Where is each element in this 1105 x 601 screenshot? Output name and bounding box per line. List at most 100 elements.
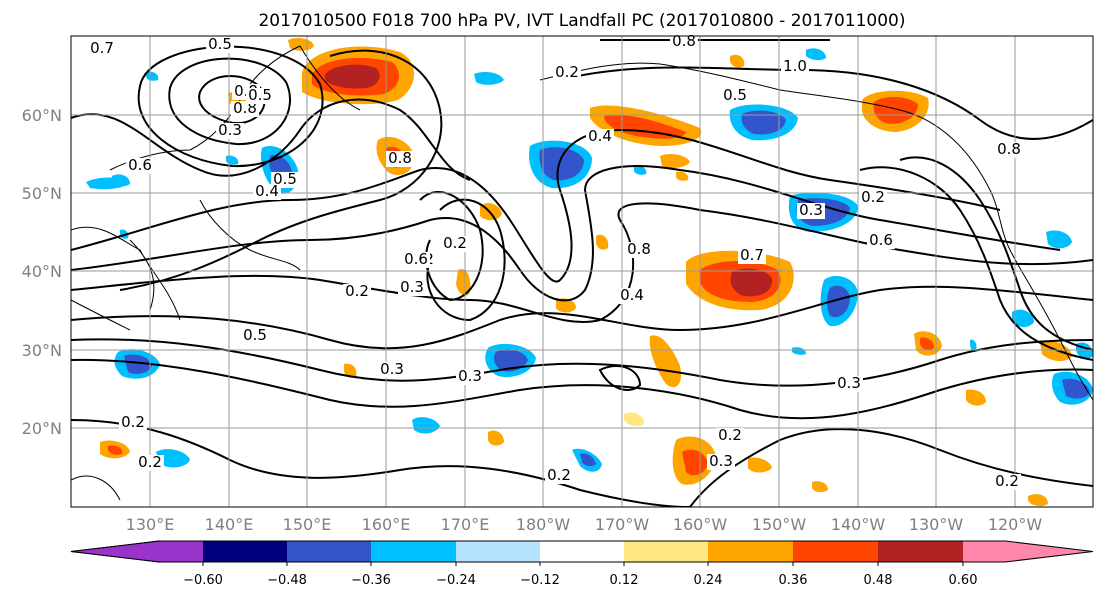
contour-label: 0.2 <box>861 188 885 206</box>
contour-label-bg <box>670 34 698 50</box>
lat-tick-label: 20°N <box>22 419 62 438</box>
colorbar-tick-labels: −0.60 −0.48 −0.36 −0.24 −0.12 0.12 0.24 0.36 0.4… <box>183 562 977 588</box>
lat-tick-label: 30°N <box>22 341 62 360</box>
contour-label-bg <box>378 362 406 378</box>
contour-northwest <box>71 98 471 181</box>
contour-label-bg <box>253 184 281 200</box>
contour-label: 0.4 <box>620 286 644 304</box>
colorbar-outline <box>70 540 1094 563</box>
colorbar-box <box>371 541 456 562</box>
contour-label: 0.2 <box>345 282 369 300</box>
contour-label: 0.2 <box>547 466 571 484</box>
contour-ridge-a <box>419 190 484 302</box>
contour-label: 0.3 <box>837 374 861 392</box>
colorbar-box <box>708 541 793 562</box>
positive-anomaly-north-pacific <box>302 46 415 105</box>
coast-japan <box>199 199 301 271</box>
contour-labels: 0.70.50.50.80.81.00.20.80.50.40.80.30.20… <box>88 32 1023 490</box>
contour-label-bg <box>456 369 484 385</box>
colorbar-box <box>963 541 1005 562</box>
contour-label: 0.2 <box>718 426 742 444</box>
contour-label: 0.8 <box>997 140 1021 158</box>
colorbar-tick-label: 0.12 <box>610 573 639 588</box>
contour-label: 0.8 <box>672 32 696 50</box>
contour-label-bg <box>859 190 887 206</box>
colorbar-tip-low <box>71 541 160 562</box>
contour-label: 0.3 <box>458 367 482 385</box>
contour-label-bg <box>206 37 234 53</box>
colorbar-tick-label: 0.24 <box>694 573 723 588</box>
contour-wave-2 <box>71 165 1061 302</box>
latitude-tick-labels: 60°N 50°N 40°N 30°N 20°N <box>22 106 62 438</box>
contour-label: 0.2 <box>995 472 1019 490</box>
lon-tick-label: 140°W <box>831 515 886 534</box>
contour-label-bg <box>398 280 426 296</box>
colorbar-tick-label: −0.60 <box>183 573 223 588</box>
lon-tick-label: 130°W <box>909 515 964 534</box>
map-panel: 0.70.50.50.80.81.00.20.80.50.40.80.30.20… <box>70 32 1094 508</box>
contour-label-bg <box>441 236 469 252</box>
contour-label-bg <box>88 41 116 57</box>
contour-label: 1.0 <box>783 57 807 75</box>
colorbar-tick-label: −0.24 <box>436 573 476 588</box>
contour-label-bg <box>119 415 147 431</box>
colorbar-tick-label: 0.60 <box>949 573 978 588</box>
contour-label: 0.3 <box>218 121 242 139</box>
contour-label-bg <box>867 233 895 249</box>
contour-label: 0.6 <box>869 231 893 249</box>
contour-label: 0.5 <box>243 326 267 344</box>
contour-label: 0.3 <box>709 452 733 470</box>
contour-polar-vortex <box>198 75 266 125</box>
contour-label-bg <box>995 142 1023 158</box>
contour-label-bg <box>343 284 371 300</box>
contour-label-bg <box>386 151 414 167</box>
contour-mid-lat <box>71 285 1093 350</box>
longitude-tick-labels: 130°E 140°E 150°E 160°E 170°E 180°W 170°W 160°W… <box>126 515 1043 534</box>
colorbar <box>70 540 1094 563</box>
colorbar-box <box>624 541 708 562</box>
colorbar-tick-label: −0.36 <box>351 573 391 588</box>
contour-label-bg <box>993 474 1021 490</box>
contour-label: 0.3 <box>799 201 823 219</box>
lon-tick-label: 140°E <box>205 515 254 534</box>
contour-label: 0.7 <box>740 246 764 264</box>
positive-anomaly-alaska-coast <box>862 90 929 132</box>
colorbar-tick-label: −0.12 <box>520 573 560 588</box>
contour-label: 0.4 <box>255 182 279 200</box>
contour-label-bg <box>618 288 646 304</box>
contour-label: 0.6 <box>128 156 152 174</box>
contour-subtropic-1 <box>71 338 1093 387</box>
contour-label-bg <box>136 455 164 471</box>
contour-south-small <box>598 365 642 391</box>
contour-north-east <box>559 66 1093 140</box>
lon-tick-label: 120°W <box>988 515 1043 534</box>
colorbar-box <box>878 541 963 562</box>
contour-label-bg <box>721 88 749 104</box>
contour-label: 0.5 <box>208 35 232 53</box>
colorbar-tip-high <box>1005 541 1093 562</box>
contour-label-bg <box>586 129 614 145</box>
contour-label: 0.6 <box>404 250 428 268</box>
contour-label-bg <box>216 123 244 139</box>
colorbar-box <box>203 541 287 562</box>
coast-alaska <box>539 62 1093 401</box>
contour-label-bg <box>707 454 735 470</box>
contour-label: 0.4 <box>588 127 612 145</box>
contour-label-bg <box>716 428 744 444</box>
contour-label-bg <box>241 328 269 344</box>
colorbar-box <box>456 541 540 562</box>
contour-label: 0.5 <box>723 86 747 104</box>
colorbar-tick-label: −0.48 <box>267 573 307 588</box>
lon-tick-label: 170°W <box>595 515 650 534</box>
contour-label: 0.2 <box>138 453 162 471</box>
map-frame <box>70 35 1094 508</box>
lon-tick-label: 150°W <box>752 515 807 534</box>
lat-tick-label: 60°N <box>22 106 62 125</box>
contour-label: 0.2 <box>443 234 467 252</box>
contour-label-bg <box>797 203 825 219</box>
colorbar-box <box>287 541 371 562</box>
contour-wave-1 <box>71 128 1001 283</box>
contour-label-bg <box>246 88 274 104</box>
contour-label-bg <box>738 248 766 264</box>
